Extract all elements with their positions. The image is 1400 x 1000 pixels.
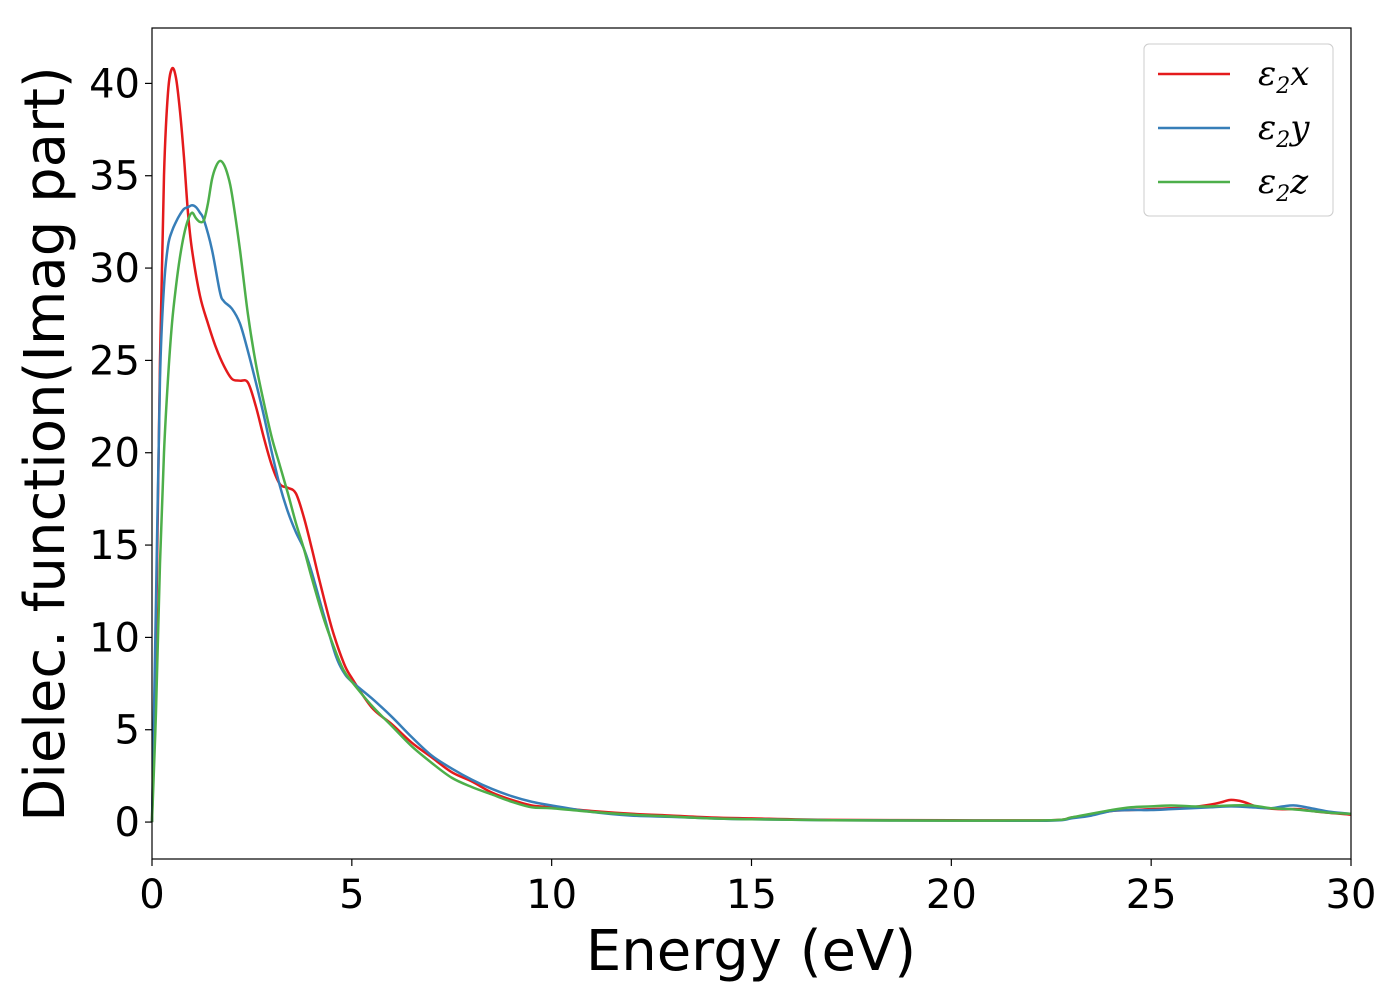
- series-line-y: [150, 204, 1352, 823]
- y-axis: 0 5 10 15 20 25 30 35 40: [89, 61, 152, 846]
- y-tick-label: 40: [89, 61, 140, 107]
- x-axis: 0 5 10 15 20 25 30: [139, 859, 1376, 918]
- y-tick-label: 5: [115, 708, 140, 754]
- y-tick-label: 30: [89, 246, 140, 292]
- x-tick-label: 15: [726, 872, 777, 918]
- x-tick-label: 5: [339, 872, 364, 918]
- series-line-z: [150, 159, 1352, 823]
- x-tick-label: 20: [926, 872, 977, 918]
- x-axis-title: Energy (eV): [586, 919, 916, 984]
- x-tick-label: 10: [526, 872, 577, 918]
- x-tick-label: 25: [1126, 872, 1177, 918]
- y-tick-label: 0: [115, 800, 140, 846]
- legend-label-y: ε2y: [1258, 108, 1310, 153]
- legend-label-x: ε2x: [1258, 54, 1309, 99]
- x-tick-label: 30: [1326, 872, 1377, 918]
- legend: ε2x ε2y ε2z: [1143, 43, 1334, 217]
- series-layer: [150, 66, 1352, 823]
- legend-box: [1143, 43, 1334, 217]
- y-tick-label: 20: [89, 431, 140, 477]
- y-tick-label: 10: [89, 615, 140, 661]
- x-tick-label: 0: [139, 872, 164, 918]
- legend-label-z: ε2z: [1258, 162, 1309, 207]
- y-axis-title: Dielec. function(Imag part): [13, 66, 78, 822]
- y-tick-label: 25: [89, 338, 140, 384]
- y-tick-label: 35: [89, 154, 140, 200]
- y-tick-label: 15: [89, 523, 140, 569]
